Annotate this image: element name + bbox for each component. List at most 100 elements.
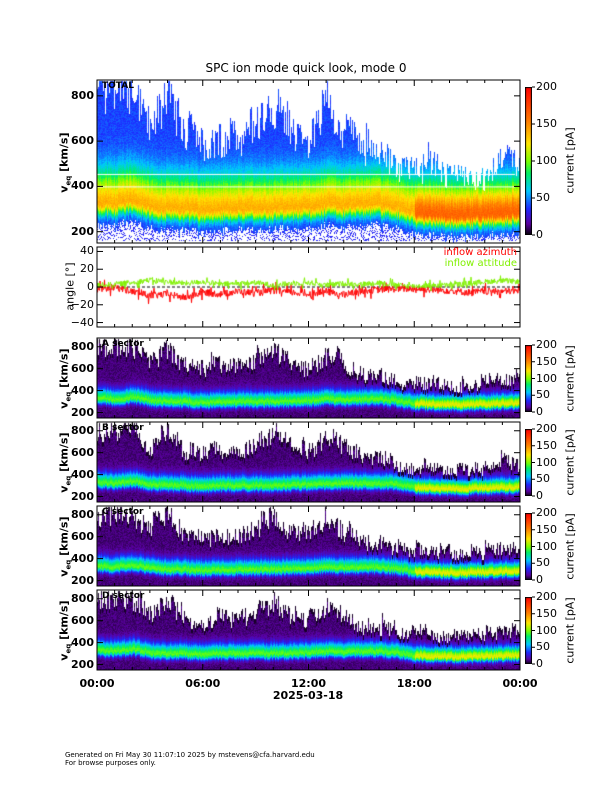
- panel-frame: [96, 337, 521, 419]
- colorbar-tick-label: 150: [536, 354, 557, 368]
- panel-4-axes: [96, 505, 521, 587]
- y-tick-label: 200: [71, 489, 94, 503]
- ylabel-unit: [km/s]: [57, 432, 71, 472]
- colorbar-tick-label: 150: [536, 117, 557, 130]
- colorbar-label: current [pA]: [563, 596, 577, 664]
- panel-frame: [96, 421, 521, 503]
- figure-title: SPC ion mode quick look, mode 0: [205, 61, 407, 75]
- panel-frame: [96, 79, 521, 244]
- c-colorbar: [525, 513, 532, 580]
- colorbar-tick-label: 100: [536, 455, 557, 469]
- panel-3-axes: [96, 421, 521, 503]
- panel-frame: [96, 589, 521, 671]
- colorbar-label: current [pA]: [563, 344, 577, 412]
- y-tick-label: 800: [71, 88, 94, 102]
- y-tick-label: 20: [80, 262, 94, 276]
- colorbar-label: current [pA]: [563, 428, 577, 496]
- colorbar-tick-label: 200: [536, 506, 557, 519]
- ylabel-unit: [km/s]: [57, 516, 71, 556]
- ylabel-sub: eq: [64, 643, 73, 654]
- ylabel-v: v: [57, 653, 71, 661]
- y-tick-label: 800: [71, 339, 94, 353]
- ylabel-v: v: [57, 569, 71, 577]
- colorbar-label: current [pA]: [563, 127, 577, 194]
- y-tick-label: 200: [71, 573, 94, 587]
- colorbar-tick-label: 0: [536, 489, 543, 502]
- y-tick-label: 600: [71, 361, 94, 375]
- panel-label: A sector: [102, 339, 144, 349]
- y-tick-label: 400: [71, 179, 94, 193]
- panel-5-axes: [96, 589, 521, 671]
- y-tick-label: 200: [71, 224, 94, 238]
- y-tick-label: 600: [71, 529, 94, 543]
- colorbar-tick-label: 50: [536, 472, 550, 486]
- y-axis-label: veq [km/s]: [57, 127, 72, 197]
- colorbar-tick-label: 150: [536, 438, 557, 452]
- b-colorbar: [525, 429, 532, 496]
- colorbar-tick-label: 200: [536, 422, 557, 435]
- y-tick-label: 400: [71, 551, 94, 565]
- colorbar-tick-label: 50: [536, 556, 550, 570]
- panel-label: C sector: [102, 507, 144, 517]
- total-spectrogram: [97, 80, 520, 243]
- colorbar-tick-label: 0: [536, 228, 543, 241]
- y-tick-label: 600: [71, 613, 94, 627]
- x-axis-date-label: 2025-03-18: [272, 689, 344, 702]
- a-colorbar: [525, 345, 532, 412]
- y-tick-label: 800: [71, 591, 94, 605]
- colorbar-tick-label: 100: [536, 371, 557, 385]
- ylabel-unit: [km/s]: [57, 348, 71, 388]
- y-tick-label: 400: [71, 467, 94, 481]
- colorbar-tick-label: 150: [536, 522, 557, 536]
- colorbar-tick-label: 100: [536, 623, 557, 637]
- panel-label: D sector: [102, 591, 145, 601]
- y-tick-label: 800: [71, 507, 94, 521]
- colorbar-tick-label: 0: [536, 657, 543, 670]
- x-tick-label: 06:00: [185, 677, 221, 690]
- total-colorbar: [525, 87, 532, 235]
- panel-2-axes: [96, 337, 521, 419]
- ylabel-v: v: [57, 401, 71, 409]
- colorbar-tick-label: 50: [536, 388, 550, 402]
- y-axis-label: veq [km/s]: [57, 428, 72, 498]
- legend-inflow-azimuth: inflow azimuth: [443, 247, 517, 258]
- ylabel-sub: eq: [64, 391, 73, 402]
- y-tick-label: −20: [70, 297, 94, 311]
- colorbar-tick-label: 100: [536, 539, 557, 553]
- ylabel-v: v: [57, 485, 71, 493]
- colorbar-label: current [pA]: [563, 512, 577, 580]
- y-tick-label: 600: [71, 134, 94, 148]
- colorbar-tick-label: 100: [536, 154, 557, 167]
- footer-disclaimer: For browse purposes only.: [65, 759, 156, 767]
- y-axis-label: veq [km/s]: [57, 596, 72, 666]
- x-tick-label: 00:00: [79, 677, 115, 690]
- y-axis-label: angle [°]: [63, 262, 77, 311]
- colorbar-tick-label: 200: [536, 590, 557, 603]
- legend-inflow-attitude: inflow attitude: [444, 258, 517, 269]
- colorbar-tick-label: 50: [536, 191, 550, 204]
- ylabel-unit: [km/s]: [57, 132, 71, 172]
- y-tick-label: 600: [71, 445, 94, 459]
- colorbar-tick-label: 0: [536, 405, 543, 418]
- angle-plot: [97, 247, 520, 327]
- ylabel-sub: eq: [64, 175, 73, 186]
- colorbar-tick-label: 200: [536, 80, 557, 93]
- ylabel-unit: [km/s]: [57, 600, 71, 640]
- panel-0-axes: [96, 79, 521, 244]
- panel-1-axes: [96, 246, 521, 328]
- colorbar-tick-label: 50: [536, 640, 550, 654]
- panel-frame: [96, 505, 521, 587]
- y-tick-label: 400: [71, 635, 94, 649]
- y-axis-label: veq [km/s]: [57, 512, 72, 582]
- y-tick-label: 200: [71, 405, 94, 419]
- x-tick-label: 18:00: [396, 677, 432, 690]
- x-tick-label: 12:00: [290, 677, 327, 690]
- panel-label: B sector: [102, 423, 144, 433]
- a-sector-spectrogram: [97, 338, 520, 418]
- ylabel-sub: eq: [64, 475, 73, 486]
- c-sector-spectrogram: [97, 506, 520, 586]
- y-tick-label: 400: [71, 383, 94, 397]
- d-sector-spectrogram: [97, 590, 520, 670]
